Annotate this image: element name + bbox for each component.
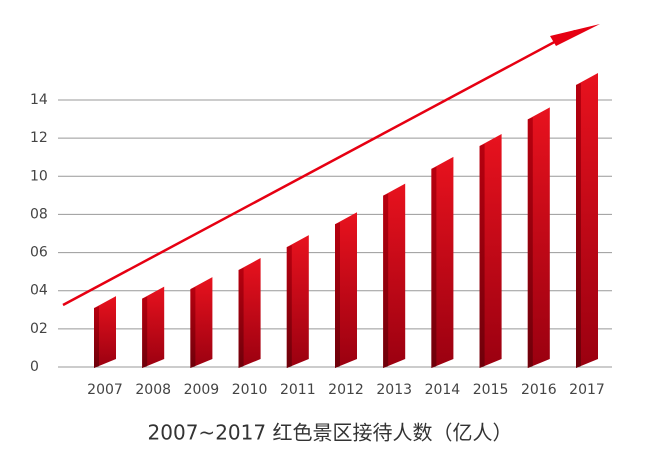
y-tick-label: 06 bbox=[30, 245, 48, 261]
bar-face bbox=[335, 212, 357, 368]
bar bbox=[383, 183, 406, 368]
bar bbox=[94, 296, 116, 368]
bar bbox=[286, 235, 309, 368]
x-tick-label: 2008 bbox=[135, 382, 171, 398]
bar-face bbox=[286, 235, 309, 368]
bar-side bbox=[142, 296, 148, 368]
y-tick-label: 10 bbox=[30, 168, 48, 184]
x-tick-label: 2016 bbox=[521, 382, 557, 398]
bar-side bbox=[431, 166, 437, 368]
bar bbox=[527, 107, 550, 368]
y-tick-label: 0 bbox=[30, 359, 39, 375]
y-tick-label: 02 bbox=[30, 321, 48, 337]
x-tick-label: 2011 bbox=[280, 382, 316, 398]
x-tick-label: 2014 bbox=[425, 382, 461, 398]
y-tick-label: 08 bbox=[30, 206, 48, 222]
trend-arrow bbox=[62, 24, 600, 307]
x-tick-label: 2015 bbox=[473, 382, 509, 398]
bar-face bbox=[383, 183, 406, 368]
bar bbox=[142, 286, 165, 368]
bar-side bbox=[238, 268, 244, 368]
bar-side bbox=[190, 287, 196, 368]
y-tick-label: 12 bbox=[30, 130, 48, 146]
x-tick-label: 2009 bbox=[184, 382, 220, 398]
bar-face bbox=[142, 286, 165, 368]
bar bbox=[576, 73, 598, 369]
plot-area: 0 02 04 06 08 10 12 14 2007 2008 2009 2010 2011 2012 2… bbox=[30, 73, 612, 398]
y-tick-label: 04 bbox=[30, 283, 48, 299]
y-tick-label: 14 bbox=[30, 92, 48, 108]
bar-face bbox=[527, 107, 550, 368]
bar bbox=[431, 156, 454, 368]
x-tick-label: 2012 bbox=[328, 382, 364, 398]
chart-title: 2007~2017 红色景区接待人数（亿人） bbox=[148, 421, 513, 445]
x-tick-label: 2007 bbox=[87, 382, 123, 398]
bar-face bbox=[576, 73, 598, 369]
bar-face bbox=[238, 258, 261, 368]
bar-side bbox=[527, 117, 533, 368]
bar-side bbox=[286, 245, 292, 368]
bar-side bbox=[576, 83, 581, 369]
bar-face bbox=[94, 296, 116, 368]
bar-side bbox=[335, 222, 340, 368]
x-tick-label: 2010 bbox=[232, 382, 268, 398]
bar-face bbox=[431, 156, 454, 368]
bar bbox=[238, 258, 261, 368]
arrow-line bbox=[62, 29, 576, 307]
bar-side bbox=[383, 193, 389, 368]
x-tick-label: 2017 bbox=[569, 382, 605, 398]
arrow-head bbox=[550, 24, 600, 46]
bar-face bbox=[190, 277, 213, 368]
bar-side bbox=[479, 144, 485, 368]
bar-face bbox=[479, 134, 502, 368]
bar bbox=[479, 134, 502, 368]
bar bbox=[190, 277, 213, 368]
bar bbox=[335, 212, 357, 368]
x-tick-label: 2013 bbox=[376, 382, 412, 398]
bar-side bbox=[94, 306, 99, 368]
